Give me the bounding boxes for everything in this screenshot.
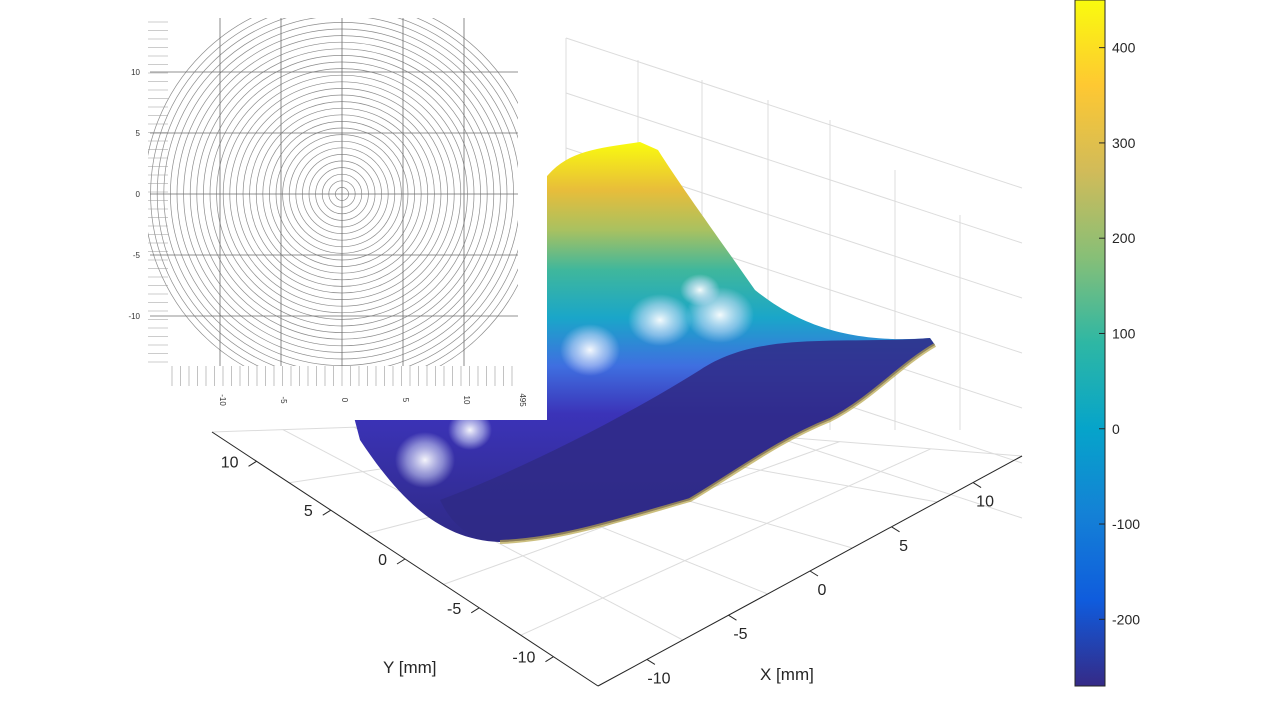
x-tick-mark: [972, 482, 982, 488]
y-axis-ticks: -10 -5 0 5 10: [221, 454, 554, 667]
x-tick-mark: [809, 570, 819, 577]
grid-line: [520, 448, 932, 636]
inset-x-tick-label: 0: [340, 398, 349, 403]
surface-edge-highlight: [499, 343, 936, 544]
colorbar-fill: [1074, 0, 1106, 687]
x-axis-title: X [mm]: [760, 665, 814, 684]
x-tick-mark: [728, 614, 737, 621]
y-tick-label: -5: [447, 601, 461, 618]
inset-x-tick-label: 5: [401, 398, 410, 403]
y-tick-label: 10: [221, 454, 239, 471]
inset-contour-plot: 10 5 0 -5 -10 -10 -5 0 5 10 495: [0, 0, 547, 420]
x-tick-label: 0: [818, 582, 827, 599]
glare-spot: [560, 324, 620, 376]
x-tick-mark: [891, 526, 900, 533]
inset-y-tick-label: 0: [136, 190, 141, 199]
x-tick-label: -5: [733, 626, 747, 643]
colorbar-tick-label: 0: [1112, 421, 1120, 437]
y-tick-label: 0: [378, 552, 387, 569]
grid-line: [565, 37, 1023, 189]
inset-x-tick-label: 495: [518, 393, 527, 407]
inset-y-ticks: 10 5 0 -5 -10: [128, 68, 140, 321]
glare-spot: [628, 294, 692, 346]
colorbar-tick-label: 400: [1112, 40, 1136, 56]
y-tick-label: -10: [512, 650, 535, 667]
y-tick-mark: [470, 607, 480, 614]
inset-x-tick-label: -10: [218, 394, 227, 406]
y-tick-mark: [545, 656, 554, 663]
x-tick-mark: [646, 659, 656, 665]
y-tick-mark: [248, 460, 257, 467]
y-tick-mark: [322, 509, 332, 516]
inset-y-tick-label: 10: [131, 68, 140, 77]
inset-edge-hatching: [148, 21, 513, 386]
colorbar: 400 300 200 100 0 -100 -200: [1074, 0, 1140, 687]
colorbar-tick-label: -100: [1112, 516, 1140, 532]
surface-dark-region: [440, 338, 935, 542]
grid-line: [565, 92, 1023, 244]
y-tick-mark: [396, 558, 406, 565]
x-tick-label: 5: [899, 538, 908, 555]
colorbar-tick-label: -200: [1112, 611, 1140, 627]
inset-y-tick-label: -10: [128, 312, 140, 321]
x-tick-label: 10: [976, 494, 994, 511]
inset-y-tick-label: 5: [136, 129, 141, 138]
y-axis-title: Y [mm]: [383, 658, 437, 677]
inset-x-ticks: -10 -5 0 5 10 495: [218, 393, 527, 407]
x-axis-ticks: -10 -5 0 5 10: [646, 482, 994, 687]
glare-spot: [395, 432, 455, 488]
inset-y-tick-label: -5: [133, 251, 141, 260]
y-tick-label: 5: [304, 503, 313, 520]
colorbar-ticks: 400 300 200 100 0 -100 -200: [1099, 40, 1140, 627]
glare-spot: [680, 274, 720, 306]
x-tick-label: -10: [647, 670, 670, 687]
colorbar-tick-label: 200: [1112, 230, 1136, 246]
inset-x-tick-label: 10: [462, 396, 471, 405]
inset-background: [0, 0, 547, 420]
inset-x-tick-label: -5: [279, 396, 288, 404]
colorbar-tick-label: 300: [1112, 135, 1136, 151]
colorbar-tick-label: 100: [1112, 325, 1136, 341]
inset-grid: [150, 18, 518, 366]
